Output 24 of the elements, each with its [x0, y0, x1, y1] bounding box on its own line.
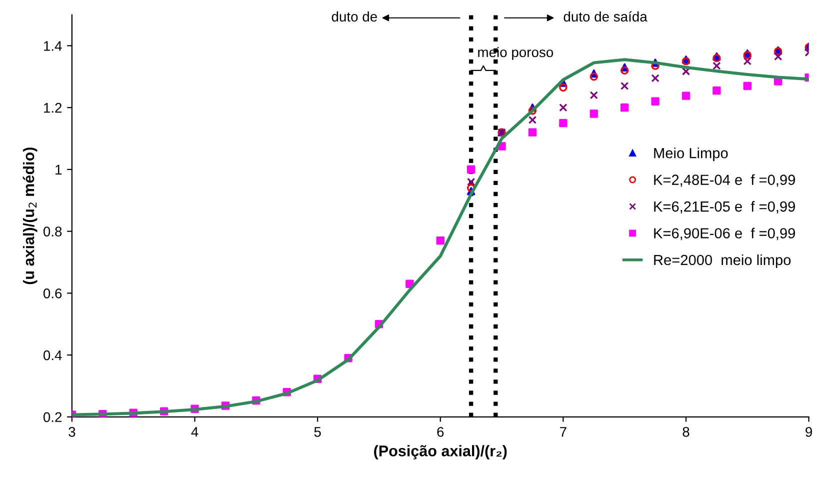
x-tick-label: 6 [437, 426, 444, 437]
legend-label: Meio Limpo [654, 148, 728, 162]
y-axis-title: (u axial)/(u$_{2}$ médio) [22, 148, 38, 284]
y-tick-label: 0.4 [43, 350, 62, 360]
x-tick-label: 9 [806, 426, 812, 437]
x-tick-label: 7 [560, 427, 566, 437]
x-axis-title: (Posição axial)/(r₂) [374, 445, 507, 460]
legend-label: K=6,21E-05 e f =0,99 [654, 201, 795, 214]
x-tick-label: 5 [314, 427, 321, 437]
y-tick-label: 0.2 [43, 412, 62, 422]
y-tick-label: 1 [56, 164, 62, 174]
legend-label: Re=2000 meio limpo [654, 254, 791, 268]
annotation: duto de saída [564, 11, 648, 22]
y-tick-label: 0.8 [43, 226, 62, 236]
y-tick-label: 0.6 [43, 288, 62, 298]
annotation: duto de [332, 11, 377, 22]
y-tick-label: 1.4 [44, 41, 62, 51]
legend-label: K=6,90E-06 e f =0,99 [654, 228, 795, 240]
x-tick-label: 3 [68, 426, 76, 437]
legend-label: K=2,48E-04 e f =0,99 [654, 174, 795, 187]
x-tick-label: 4 [191, 427, 198, 437]
y-tick-label: 1.2 [44, 102, 62, 113]
x-tick-label: 8 [682, 426, 690, 437]
annotation: meio poroso [478, 46, 554, 60]
